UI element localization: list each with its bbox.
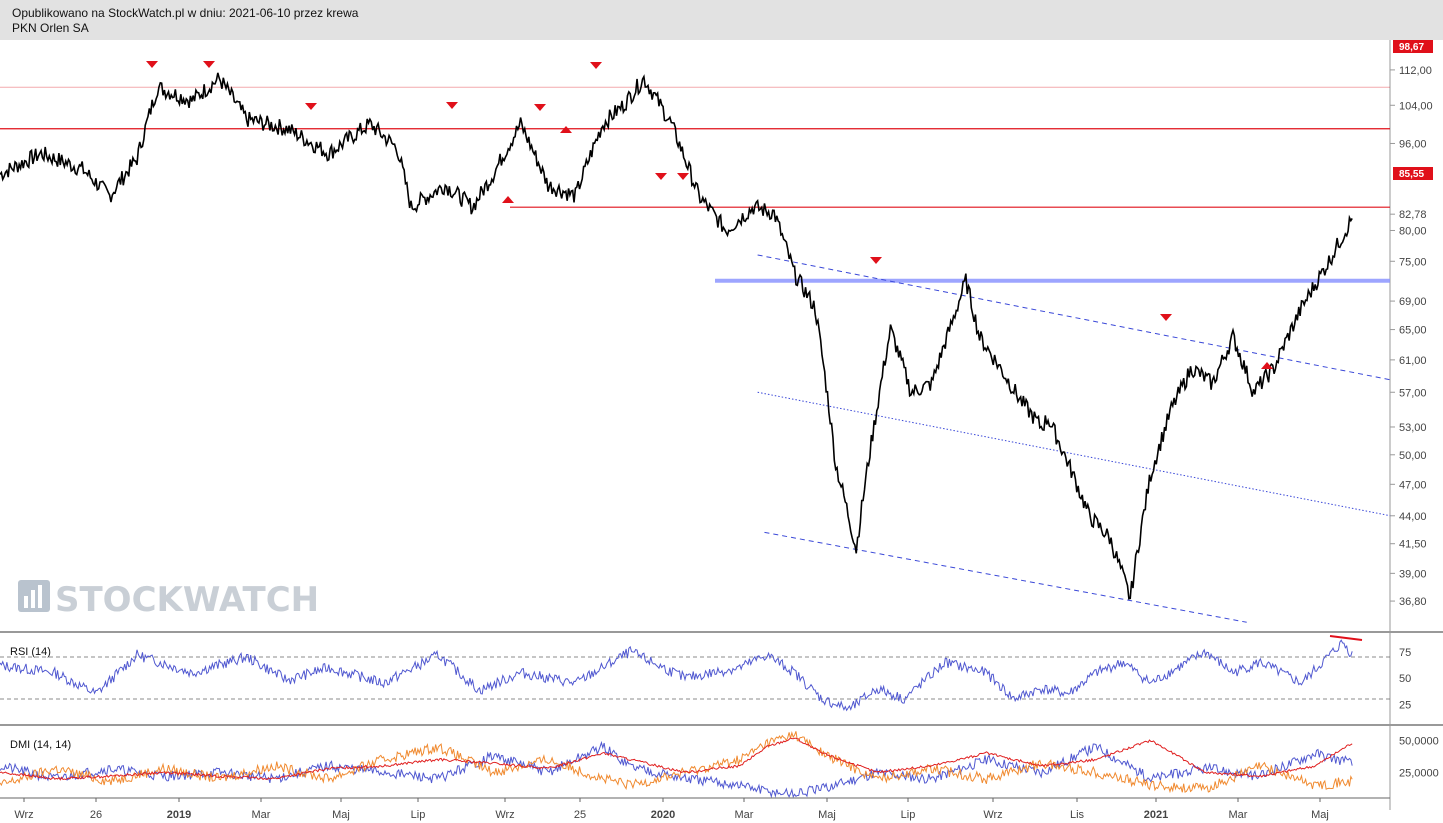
rsi-panel: RSI (14) 75 50 25	[0, 635, 1411, 712]
x-tick-label: Maj	[1311, 809, 1329, 821]
dmi-plus-series[interactable]	[0, 740, 1353, 799]
channel-middle-line[interactable]	[757, 391, 1391, 517]
watermark-text: STOCKWATCH	[55, 580, 319, 620]
x-tick-label: Maj	[818, 809, 836, 821]
y-tick-label: 112,00	[1399, 65, 1432, 77]
instrument-name: PKN Orlen SA	[12, 21, 89, 35]
price-box	[1393, 167, 1433, 180]
rsi-tick-label: 25	[1399, 699, 1411, 711]
y-tick-label: 50,00	[1399, 450, 1427, 462]
peak-marker-icon	[1160, 314, 1172, 321]
y-tick-label: 80,00	[1399, 225, 1427, 237]
peak-marker-icon	[870, 257, 882, 264]
dmi-tick-label: 50,0000	[1399, 735, 1439, 747]
dmi-panel: DMI (14, 14) 50,0000 25,0000	[0, 731, 1439, 799]
x-tick-label: 2021	[1144, 809, 1168, 821]
trough-marker-icon	[502, 196, 514, 203]
chart-area[interactable]: STOCKWATCH 112,00 104,00 96,00 82,78 80,00 75…	[0, 40, 1443, 823]
y-tick-label: 65,00	[1399, 325, 1427, 337]
x-tick-label: Mar	[252, 809, 271, 821]
peak-marker-icon	[446, 102, 458, 109]
channel-lower-line[interactable]	[764, 531, 1247, 623]
y-tick-label: 44,00	[1399, 511, 1427, 523]
trough-marker-icon	[1261, 362, 1273, 369]
price-box-label: 98,67	[1399, 42, 1424, 53]
y-tick-label: 47,00	[1399, 479, 1427, 491]
x-tick-label: Wrz	[983, 809, 1002, 821]
dmi-label: DMI (14, 14)	[10, 739, 71, 751]
y-tick-label: 104,00	[1399, 100, 1433, 112]
watermark: STOCKWATCH	[18, 580, 319, 620]
published-info: Opublikowano na StockWatch.pl w dniu: 20…	[12, 6, 359, 20]
y-tick-label: 41,50	[1399, 539, 1427, 551]
x-tick-label: Lis	[1070, 809, 1085, 821]
y-tick-label: 69,00	[1399, 296, 1427, 308]
y-tick-label: 39,00	[1399, 568, 1427, 580]
peak-marker-icon	[203, 61, 215, 68]
x-tick-label: Wrz	[495, 809, 514, 821]
trough-marker-icon	[560, 126, 572, 133]
y-tick-label: 57,00	[1399, 387, 1427, 399]
price-box-label: 85,55	[1399, 169, 1424, 180]
rsi-series[interactable]	[0, 639, 1353, 712]
price-box	[1393, 40, 1433, 53]
x-axis: Wrz 26 2019 Mar Maj Lip Wrz 25 2020 Mar Maj Lip Wrz L…	[0, 797, 1390, 821]
x-tick-label: Maj	[332, 809, 350, 821]
peak-marker-icon	[534, 104, 546, 111]
price-series[interactable]	[0, 72, 1353, 600]
y-tick-label: 53,00	[1399, 422, 1427, 434]
x-tick-label: 2019	[167, 809, 191, 821]
rsi-tick-label: 50	[1399, 673, 1411, 685]
rsi-divergence-line	[1329, 635, 1363, 641]
peak-marker-icon	[655, 173, 667, 180]
header: Opublikowano na StockWatch.pl w dniu: 20…	[0, 0, 1443, 40]
x-tick-label: 2020	[651, 809, 675, 821]
rsi-tick-label: 75	[1399, 647, 1411, 659]
x-tick-label: Lip	[411, 809, 426, 821]
x-tick-label: 25	[574, 809, 586, 821]
y-tick-label: 36,80	[1399, 596, 1427, 608]
y-tick-label: 61,00	[1399, 355, 1427, 367]
x-tick-label: Wrz	[14, 809, 33, 821]
peak-marker-icon	[590, 62, 602, 69]
peak-marker-icon	[677, 173, 689, 180]
price-panel	[0, 61, 1391, 623]
y-tick-label: 75,00	[1399, 256, 1427, 268]
dmi-tick-label: 25,0000	[1399, 767, 1439, 779]
peak-marker-icon	[305, 103, 317, 110]
y-tick-label: 82,78	[1399, 209, 1427, 221]
dmi-minus-series[interactable]	[0, 731, 1353, 794]
peak-marker-icon	[146, 61, 158, 68]
x-tick-label: Mar	[1229, 809, 1248, 821]
x-tick-label: Mar	[735, 809, 754, 821]
x-tick-label: 26	[90, 809, 102, 821]
adx-series[interactable]	[0, 737, 1353, 781]
rsi-label: RSI (14)	[10, 646, 51, 658]
y-tick-label: 96,00	[1399, 138, 1427, 150]
price-axis: 112,00 104,00 96,00 82,78 80,00 75,00 69,00 65,…	[1390, 40, 1433, 608]
x-tick-label: Lip	[901, 809, 916, 821]
